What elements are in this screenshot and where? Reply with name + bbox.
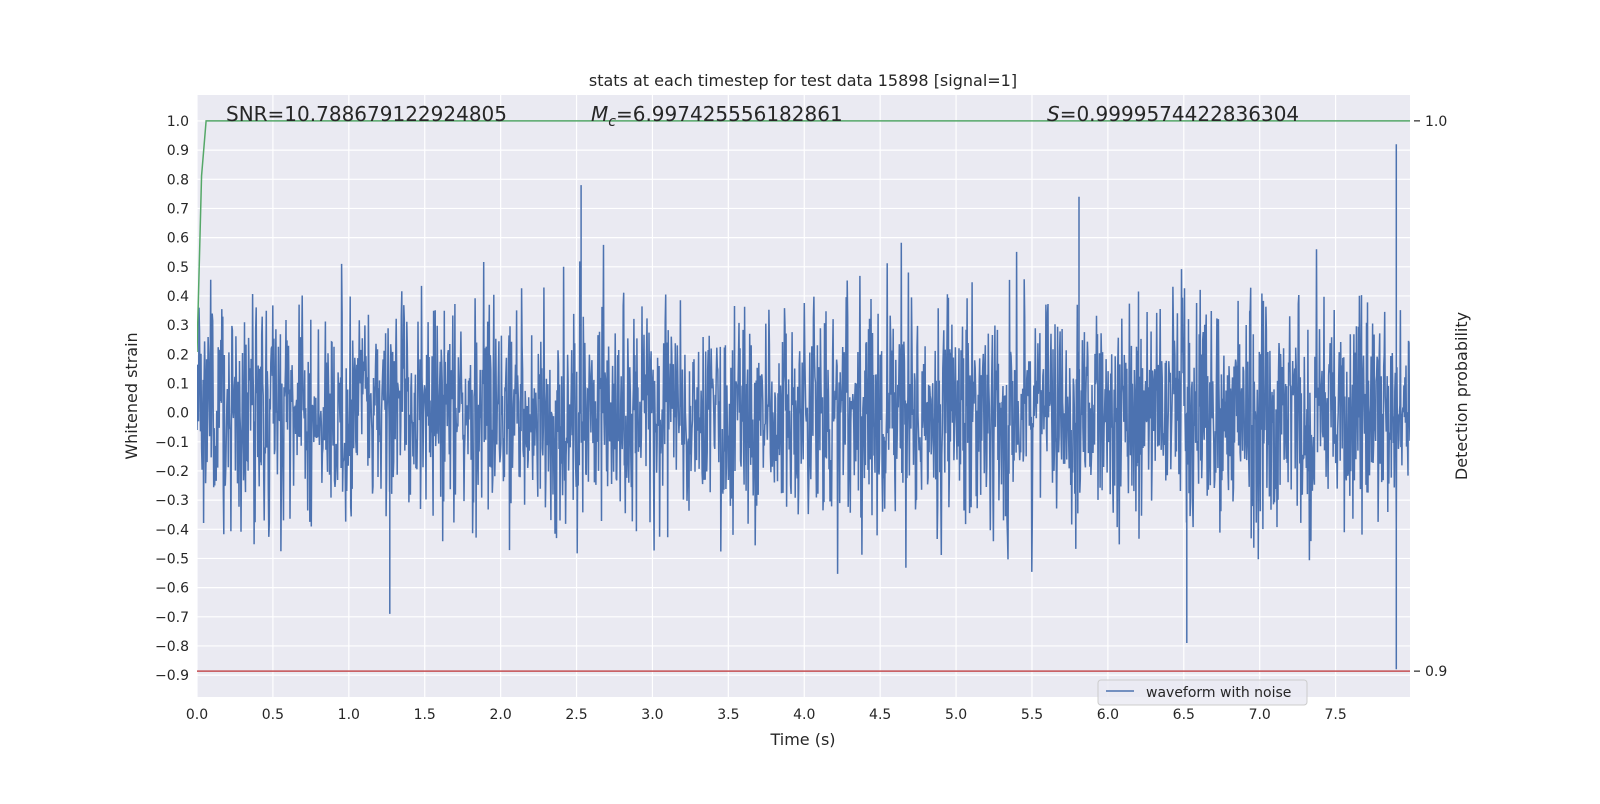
- y-tick-label: −0.9: [155, 668, 189, 684]
- x-tick-label: 4.5: [869, 707, 891, 723]
- y-tick-label: −0.8: [155, 639, 189, 655]
- y-tick-label: 0.6: [167, 231, 189, 247]
- x-tick-label: 0.0: [186, 707, 208, 723]
- x-tick-label: 5.5: [1021, 707, 1043, 723]
- x-tick-label: 7.0: [1249, 707, 1271, 723]
- x-ticks: 0.0 0.5 1.0 1.5 2.0 2.5 3.0 3.5 4.0 4.5 5.0 5.5 6.0 6…: [186, 707, 1347, 723]
- y-ticks: 1.0 0.9 0.8 0.7 0.6 0.5 0.4 0.3 0.2 0.1 0.0 −0.1 −0.…: [155, 114, 189, 684]
- y-tick-label: 0.5: [167, 260, 189, 276]
- y-tick-label: 0.8: [167, 172, 189, 188]
- y-tick-label: 0.3: [167, 318, 189, 334]
- y-tick-label: 1.0: [167, 114, 189, 130]
- y2-axis-label: Detection probability: [1452, 312, 1471, 480]
- y2-tick-label: 0.9: [1425, 664, 1447, 680]
- y-axis-label: Whitened strain: [122, 332, 141, 459]
- series-detection-probability: [197, 120, 1410, 352]
- x-tick-label: 6.5: [1173, 707, 1195, 723]
- annotation-snr: SNR=10.788679122924805: [226, 102, 507, 126]
- y2-ticks: 1.0 0.9: [1414, 114, 1447, 680]
- y-tick-label: 0.1: [167, 376, 189, 392]
- x-tick-label: 1.0: [338, 707, 360, 723]
- y-tick-label: −0.1: [155, 435, 189, 451]
- y-tick-label: 0.9: [167, 143, 189, 159]
- x-tick-label: 5.0: [945, 707, 967, 723]
- x-tick-label: 2.5: [565, 707, 587, 723]
- x-tick-label: 2.0: [489, 707, 511, 723]
- y-tick-label: −0.3: [155, 493, 189, 509]
- x-tick-label: 3.5: [717, 707, 739, 723]
- x-tick-label: 0.5: [262, 707, 284, 723]
- y-tick-label: −0.5: [155, 551, 189, 567]
- y-tick-label: −0.7: [155, 610, 189, 626]
- annotation-score: S=0.9999574422836304: [1047, 102, 1299, 126]
- chart-title: stats at each timestep for test data 158…: [589, 71, 1017, 90]
- series-waveform-with-noise: [197, 144, 1410, 670]
- x-tick-label: 1.5: [414, 707, 436, 723]
- y-tick-label: −0.4: [155, 522, 189, 538]
- annotation-chirp-mass: Mc=6.997425556182861: [591, 102, 843, 130]
- x-tick-label: 4.0: [793, 707, 815, 723]
- y-tick-label: 0.0: [167, 406, 189, 422]
- x-tick-label: 6.0: [1097, 707, 1119, 723]
- y-tick-label: 0.4: [167, 289, 189, 305]
- y2-tick-label: 1.0: [1425, 114, 1447, 130]
- legend-label: waveform with noise: [1146, 685, 1291, 701]
- x-axis-label: Time (s): [769, 730, 835, 749]
- x-tick-label: 3.0: [641, 707, 663, 723]
- y-tick-label: 0.7: [167, 201, 189, 217]
- y-tick-label: 0.2: [167, 347, 189, 363]
- x-tick-label: 7.5: [1324, 707, 1346, 723]
- legend: waveform with noise: [1097, 679, 1308, 706]
- y-tick-label: −0.2: [155, 464, 189, 480]
- y-tick-label: −0.6: [155, 581, 189, 597]
